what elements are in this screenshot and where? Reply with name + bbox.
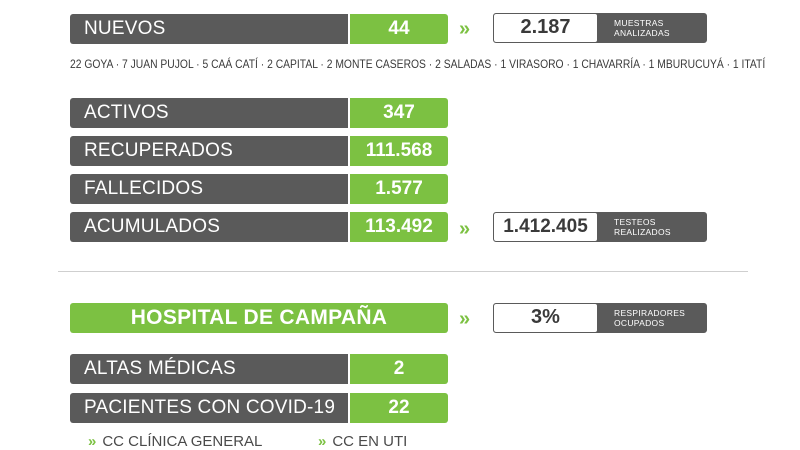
recuperados-value: 111.568 [350, 136, 448, 166]
double-chevron-right-icon: » [459, 218, 470, 240]
acumulados-value: 113.492 [350, 212, 448, 242]
bottom-left-text: CC CLÍNICA GENERAL [102, 433, 263, 450]
muestras-caption: MUESTRAS ANALIZADAS [614, 18, 670, 38]
double-chevron-right-icon: » [459, 18, 470, 40]
muestras-caption-line1: MUESTRAS [614, 18, 664, 28]
bottom-left-note: » CC CLÍNICA GENERAL [88, 433, 262, 450]
altas-value: 2 [350, 354, 448, 384]
recuperados-label: RECUPERADOS [70, 136, 348, 166]
section-divider [58, 271, 748, 272]
testeos-caption-line1: TESTEOS [614, 217, 656, 227]
activos-label: ACTIVOS [70, 98, 348, 128]
double-chevron-right-icon: » [318, 433, 326, 450]
respiradores-caption-line2: OCUPADOS [614, 318, 665, 328]
testeos-box: 1.412.405 TESTEOS REALIZADOS [493, 212, 707, 242]
pacientes-value: 22 [350, 393, 448, 423]
nuevos-label: NUEVOS [70, 14, 348, 44]
towns-breakdown: 22 GOYA · 7 JUAN PUJOL · 5 CAÁ CATÍ · 2 … [70, 57, 766, 71]
fallecidos-value: 1.577 [350, 174, 448, 204]
altas-label: ALTAS MÉDICAS [70, 354, 348, 384]
respiradores-caption: RESPIRADORES OCUPADOS [614, 308, 685, 328]
testeos-value: 1.412.405 [494, 213, 597, 241]
muestras-value: 2.187 [494, 14, 597, 42]
muestras-caption-line2: ANALIZADAS [614, 28, 670, 38]
pacientes-label: PACIENTES CON COVID-19 [70, 393, 348, 423]
nuevos-value: 44 [350, 14, 448, 44]
respiradores-box: 3% RESPIRADORES OCUPADOS [493, 303, 707, 333]
activos-value: 347 [350, 98, 448, 128]
bottom-right-text: CC EN UTI [332, 433, 408, 450]
acumulados-label: ACUMULADOS [70, 212, 348, 242]
respiradores-caption-line1: RESPIRADORES [614, 308, 686, 318]
double-chevron-right-icon: » [459, 308, 470, 330]
testeos-caption: TESTEOS REALIZADOS [614, 217, 671, 237]
respiradores-value: 3% [494, 304, 597, 332]
fallecidos-label: FALLECIDOS [70, 174, 348, 204]
bottom-right-note: » CC EN UTI [318, 433, 407, 450]
hospital-title: HOSPITAL DE CAMPAÑA [70, 303, 448, 333]
testeos-caption-line2: REALIZADOS [614, 227, 671, 237]
muestras-box: 2.187 MUESTRAS ANALIZADAS [493, 13, 707, 43]
double-chevron-right-icon: » [88, 433, 96, 450]
